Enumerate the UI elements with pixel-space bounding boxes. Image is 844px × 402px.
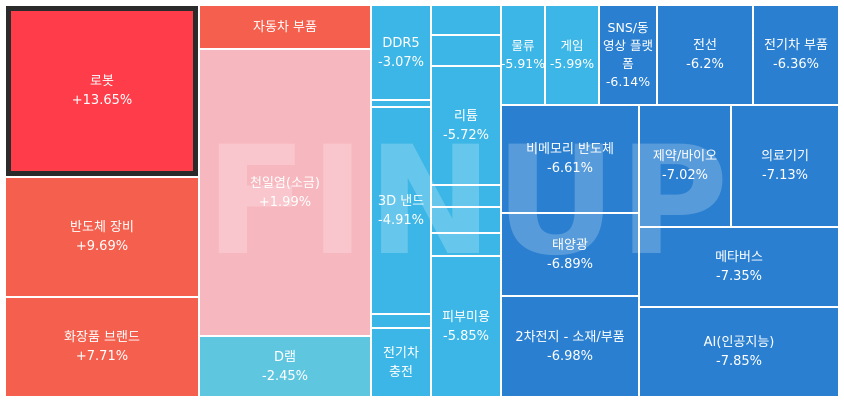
tile-change: -6.98%	[547, 348, 593, 364]
tile-change: -6.14%	[605, 74, 651, 89]
tile-name: 메타버스	[715, 250, 763, 265]
tile-change: -3.07%	[378, 54, 424, 70]
tile-name: 비메모리 반도체	[526, 142, 614, 157]
tile-change: -6.36%	[773, 57, 819, 72]
tile-sea-salt[interactable]: 천일염(소금) +1.99%	[200, 50, 370, 335]
tile-ddr5[interactable]: DDR5 -3.07%	[372, 6, 430, 99]
tile-semiconductor-equipment[interactable]: 반도체 장비 +9.69%	[6, 178, 198, 296]
tile-sns-video-platform[interactable]: SNS/동영상 플랫폼 -6.14%	[600, 6, 656, 104]
tile-unlabeled[interactable]	[372, 315, 430, 327]
tile-name: AI(인공지능)	[703, 335, 775, 350]
tile-unlabeled[interactable]	[432, 186, 500, 206]
tile-medical-devices[interactable]: 의료기기 -7.13%	[732, 106, 838, 226]
tile-name: 화장품 브랜드	[64, 330, 140, 345]
tile-name: 로봇	[90, 74, 114, 89]
tile-3d-nand[interactable]: 3D 낸드 -4.91%	[372, 108, 430, 313]
tile-name: 전기차 충전	[383, 345, 419, 380]
tile-name: 반도체 장비	[70, 220, 134, 235]
tile-name: 의료기기	[761, 149, 809, 164]
tile-name: 게임	[560, 38, 584, 53]
tile-pharma-bio[interactable]: 제약/바이오 -7.02%	[640, 106, 730, 226]
tile-change: -7.13%	[762, 168, 808, 183]
tile-name: 전선	[693, 38, 717, 53]
tile-lithium[interactable]: 리튬 -5.72%	[432, 67, 500, 184]
tile-unlabeled[interactable]	[432, 234, 500, 255]
tile-name: 전기차 부품	[764, 38, 828, 53]
tile-name: 천일염(소금)	[250, 175, 320, 191]
tile-change: -7.85%	[716, 354, 762, 369]
tile-name: DDR5	[382, 35, 420, 51]
tile-name: 태양광	[552, 237, 588, 253]
tile-auto-parts[interactable]: 자동차 부품	[200, 6, 370, 48]
tile-change: -7.02%	[662, 168, 708, 183]
tile-change: +9.69%	[75, 239, 129, 254]
tile-ev-charging[interactable]: 전기차 충전	[372, 329, 430, 396]
tile-change: -5.85%	[443, 328, 489, 344]
tile-change: -4.91%	[378, 212, 424, 228]
tile-game[interactable]: 게임 -5.99%	[546, 6, 598, 104]
tile-name: 제약/바이오	[652, 149, 718, 164]
tile-change: -5.99%	[549, 56, 595, 71]
tile-name: D램	[274, 349, 296, 365]
tile-metaverse[interactable]: 메타버스 -7.35%	[640, 228, 838, 306]
tile-cosmetics-brand[interactable]: 화장품 브랜드 +7.71%	[6, 298, 198, 396]
tile-change: +13.65%	[71, 93, 133, 108]
tile-name: 리튬	[454, 108, 478, 124]
tile-name: 2차전지 - 소재/부품	[515, 329, 625, 345]
tile-change: -6.2%	[686, 57, 724, 72]
tile-name: 3D 낸드	[377, 193, 425, 209]
tile-robot[interactable]: 로봇 +13.65%	[6, 6, 198, 176]
tile-name: SNS/동영상 플랫폼	[603, 20, 653, 71]
tile-change: -5.72%	[443, 127, 489, 143]
tile-solar[interactable]: 태양광 -6.89%	[502, 214, 638, 295]
tile-ai[interactable]: AI(인공지능) -7.85%	[640, 308, 838, 396]
tile-unlabeled[interactable]	[432, 36, 500, 65]
tile-secondary-battery-materials[interactable]: 2차전지 - 소재/부품 -6.98%	[502, 297, 638, 396]
tile-name: 피부미용	[442, 309, 490, 325]
tile-wire[interactable]: 전선 -6.2%	[658, 6, 752, 104]
tile-logistics[interactable]: 물류 -5.91%	[502, 6, 544, 104]
tile-unlabeled[interactable]	[432, 208, 500, 232]
tile-skincare[interactable]: 피부미용 -5.85%	[432, 257, 500, 396]
tile-change: -6.89%	[547, 256, 593, 272]
tile-name: 물류	[511, 38, 535, 53]
tile-change: -6.61%	[547, 161, 593, 176]
tile-name: 자동차 부품	[253, 19, 317, 35]
tile-unlabeled[interactable]	[432, 6, 500, 34]
tile-change: -2.45%	[262, 368, 308, 384]
tile-change: -7.35%	[716, 269, 762, 284]
tile-unlabeled[interactable]	[372, 101, 430, 106]
tile-non-memory-semiconductor[interactable]: 비메모리 반도체 -6.61%	[502, 106, 638, 212]
tile-change: +1.99%	[258, 194, 312, 210]
tile-ev-parts[interactable]: 전기차 부품 -6.36%	[754, 6, 838, 104]
tile-change: -5.91%	[502, 56, 544, 71]
tile-change: +7.71%	[75, 349, 129, 364]
tile-dram[interactable]: D램 -2.45%	[200, 337, 370, 396]
